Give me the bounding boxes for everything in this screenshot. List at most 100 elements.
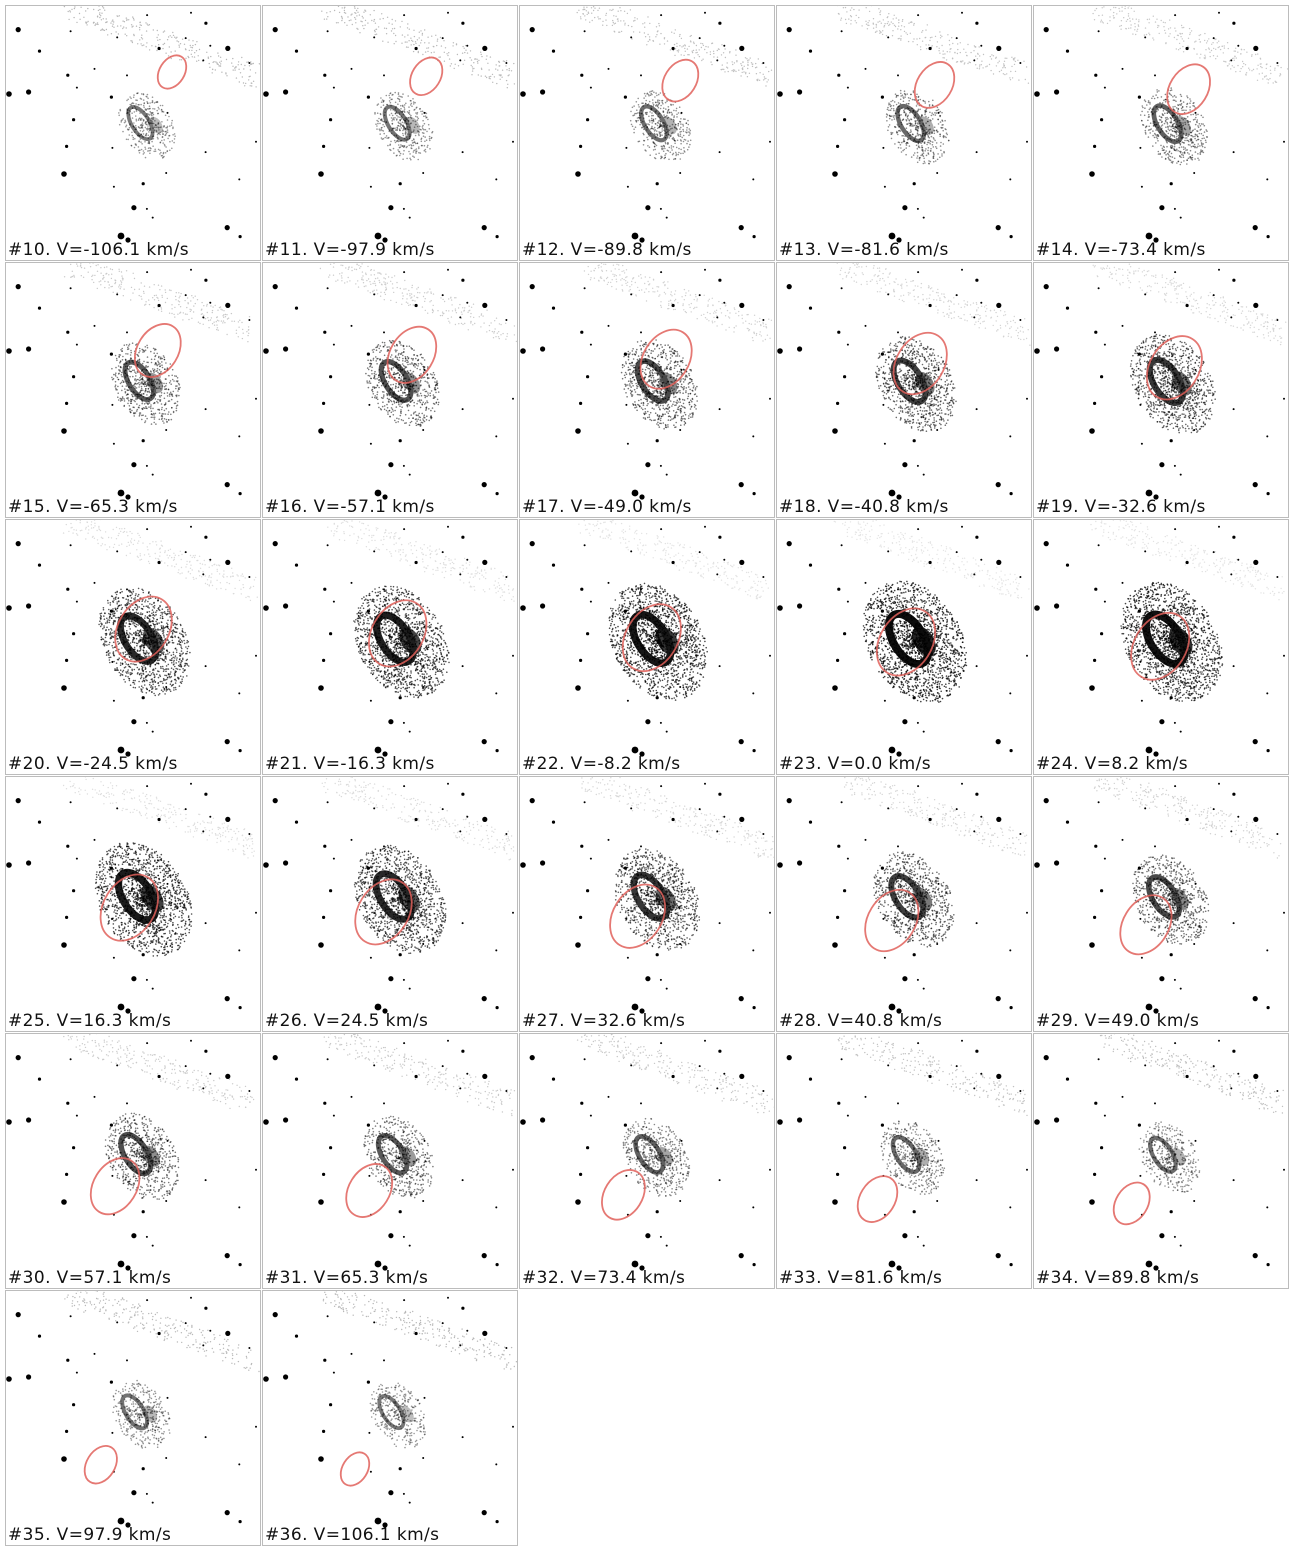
channel-panel: #22. V=-8.2 km/s — [519, 519, 775, 775]
nebula-emission — [873, 851, 955, 948]
field-stars — [777, 1039, 1028, 1271]
channel-panel: #18. V=-40.8 km/s — [776, 262, 1032, 518]
channel-label: #24. V=8.2 km/s — [1036, 755, 1188, 773]
channel-image — [1034, 777, 1285, 1014]
channel-image — [520, 6, 773, 243]
channel-image — [6, 6, 260, 243]
nebula-emission — [620, 339, 698, 430]
nebula-emission — [111, 342, 181, 425]
channel-label: #28. V=40.8 km/s — [779, 1012, 942, 1030]
diffuse-streak — [576, 1034, 774, 1114]
red-ellipse — [601, 1169, 646, 1221]
diffuse-streak — [837, 1035, 1028, 1117]
nebula-emission — [353, 585, 450, 699]
channel-panel: #35. V=97.9 km/s — [5, 1290, 261, 1546]
channel-panel: #10. V=-106.1 km/s — [5, 5, 261, 261]
channel-label: #15. V=-65.3 km/s — [8, 498, 178, 516]
channel-image — [520, 520, 771, 757]
nebula-emission — [374, 91, 434, 161]
channel-image — [6, 263, 257, 500]
field-stars — [777, 525, 1028, 757]
channel-panel: #31. V=65.3 km/s — [262, 1033, 518, 1289]
nebula-emission — [880, 1120, 946, 1195]
channel-panel: #33. V=81.6 km/s — [776, 1033, 1032, 1289]
diffuse-streak — [576, 6, 773, 87]
channel-panel: #13. V=-81.6 km/s — [776, 5, 1032, 261]
channel-label: #16. V=-57.1 km/s — [265, 498, 435, 516]
field-stars — [263, 11, 514, 243]
field-stars — [6, 1039, 257, 1271]
nebula-emission — [614, 848, 701, 951]
diffuse-streak — [578, 520, 769, 600]
red-ellipse — [892, 331, 948, 396]
red-ellipse — [864, 888, 920, 953]
channel-label: #33. V=81.6 km/s — [779, 1269, 942, 1287]
channel-image — [263, 263, 517, 500]
channel-label: #14. V=-73.4 km/s — [1036, 241, 1206, 259]
field-stars — [263, 1296, 514, 1528]
nebula-emission — [98, 587, 191, 697]
channel-label: #30. V=57.1 km/s — [8, 1269, 171, 1287]
channel-panel: #15. V=-65.3 km/s — [5, 262, 261, 518]
diffuse-streak — [837, 6, 1030, 84]
field-stars — [1034, 1039, 1285, 1271]
channel-panel: #27. V=32.6 km/s — [519, 776, 775, 1032]
diffuse-streak — [583, 263, 773, 342]
channel-image — [6, 520, 260, 757]
field-stars — [6, 782, 257, 1014]
channel-image — [1034, 1034, 1285, 1271]
field-stars — [1034, 268, 1285, 500]
diffuse-streak — [63, 6, 260, 88]
red-ellipse — [156, 54, 188, 90]
channel-label: #26. V=24.5 km/s — [265, 1012, 428, 1030]
field-stars — [6, 1296, 257, 1528]
red-ellipse — [99, 873, 159, 942]
channel-image — [1034, 520, 1285, 757]
diffuse-streak — [1092, 6, 1288, 84]
red-ellipse — [621, 603, 682, 672]
nebula-emission — [118, 92, 176, 159]
channel-label: #32. V=73.4 km/s — [522, 1269, 685, 1287]
nebula-emission — [94, 842, 193, 957]
channel-panel: #16. V=-57.1 km/s — [262, 262, 518, 518]
diffuse-streak — [63, 263, 251, 343]
channel-label: #36. V=106.1 km/s — [265, 1526, 439, 1544]
nebula-emission — [112, 1379, 171, 1449]
red-ellipse — [339, 1451, 371, 1487]
nebula-emission — [353, 844, 447, 955]
channel-label: #12. V=-89.8 km/s — [522, 241, 692, 259]
channel-label: #18. V=-40.8 km/s — [779, 498, 949, 516]
red-ellipse — [133, 323, 182, 378]
channel-image — [263, 520, 515, 757]
channel-panel: #26. V=24.5 km/s — [262, 776, 518, 1032]
channel-panel: #32. V=73.4 km/s — [519, 1033, 775, 1289]
channel-label: #29. V=49.0 km/s — [1036, 1012, 1199, 1030]
channel-label: #13. V=-81.6 km/s — [779, 241, 949, 259]
diffuse-streak — [1092, 263, 1287, 346]
channel-panel: #34. V=89.8 km/s — [1033, 1033, 1289, 1289]
channel-label: #23. V=0.0 km/s — [779, 755, 931, 773]
nebula-emission — [885, 89, 950, 165]
diffuse-streak — [581, 777, 774, 859]
nebula-emission — [629, 90, 692, 161]
diffuse-streak — [327, 520, 515, 602]
channel-panel: #21. V=-16.3 km/s — [262, 519, 518, 775]
red-ellipse — [1145, 335, 1203, 401]
nebula-emission — [1129, 333, 1216, 434]
channel-panel: #23. V=0.0 km/s — [776, 519, 1032, 775]
nebula-emission — [1132, 854, 1210, 945]
red-ellipse — [1130, 612, 1191, 681]
nebula-emission — [363, 1115, 434, 1199]
channel-image — [263, 1291, 517, 1528]
channel-map-grid: #10. V=-106.1 km/s #11. V=-97.9 km/s #12. … — [5, 5, 1291, 1549]
red-ellipse — [114, 595, 173, 663]
channel-label: #35. V=97.9 km/s — [8, 1526, 171, 1544]
diffuse-streak — [1099, 1034, 1284, 1114]
channel-panel: #24. V=8.2 km/s — [1033, 519, 1289, 775]
channel-image — [777, 520, 1030, 757]
channel-image — [263, 777, 515, 1014]
field-stars — [1034, 11, 1285, 243]
channel-image — [520, 1034, 774, 1271]
diffuse-streak — [322, 1291, 517, 1370]
field-stars — [6, 525, 257, 757]
